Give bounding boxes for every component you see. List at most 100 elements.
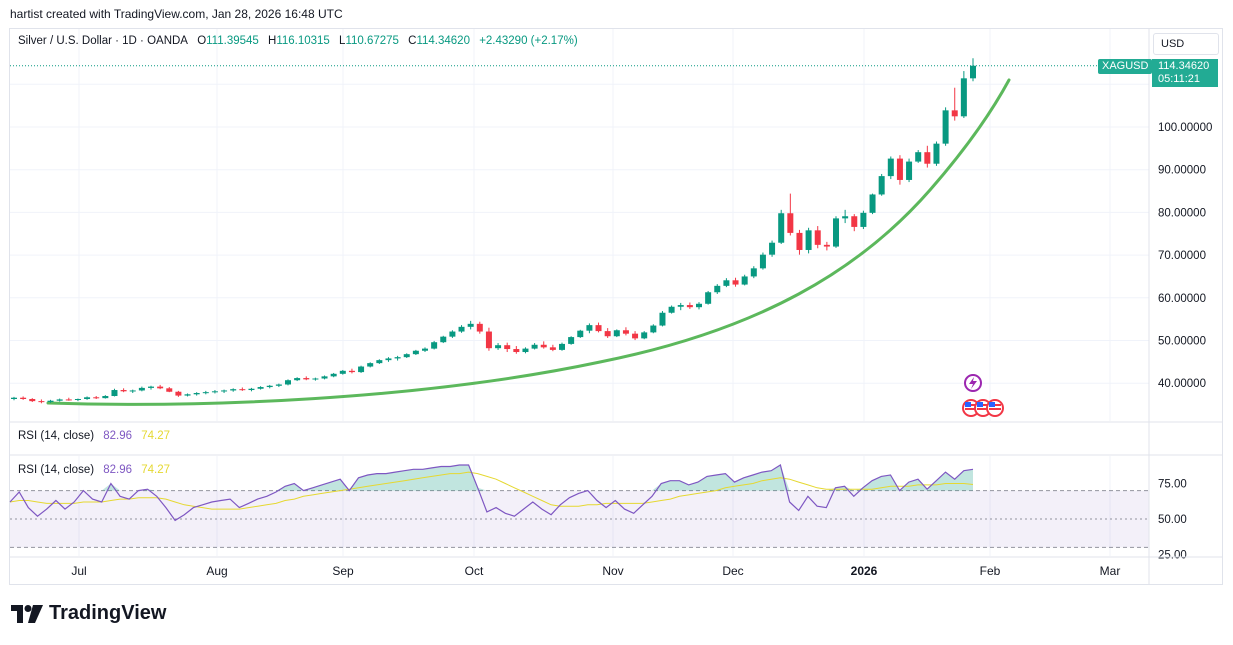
candle-body bbox=[376, 360, 383, 364]
candle-body bbox=[330, 373, 337, 377]
time-tick-label: 2026 bbox=[851, 564, 878, 578]
candle-body bbox=[677, 305, 684, 307]
candle-body bbox=[440, 336, 447, 343]
candle-body bbox=[851, 216, 858, 227]
candle-body bbox=[102, 396, 109, 399]
candle-body bbox=[275, 384, 282, 386]
rsi-legend-collapsed[interactable]: RSI (14, close) 82.96 74.27 bbox=[18, 430, 170, 442]
candle-body bbox=[833, 218, 839, 247]
price-tick-label: 60.00000 bbox=[1158, 293, 1206, 305]
candle-body bbox=[613, 330, 620, 337]
rsi-layer bbox=[9, 464, 1149, 548]
candle-body bbox=[495, 345, 502, 349]
rsi-tick-label: 50.00 bbox=[1158, 514, 1187, 526]
rsi-name: RSI (14, close) bbox=[18, 464, 95, 476]
candle-body bbox=[230, 389, 237, 391]
open-label: O bbox=[197, 35, 207, 47]
candle-body bbox=[522, 348, 529, 353]
candle-body bbox=[686, 305, 693, 308]
candle-body bbox=[257, 387, 264, 389]
candle-body bbox=[193, 393, 200, 395]
time-tick-label: Mar bbox=[1100, 564, 1121, 578]
candle-body bbox=[942, 110, 949, 144]
candle-body bbox=[906, 161, 913, 180]
candle-body bbox=[47, 400, 54, 402]
candle-body bbox=[513, 349, 520, 353]
candle-body bbox=[595, 325, 602, 332]
close-label: C bbox=[408, 35, 417, 47]
rsi-tick-label: 75.00 bbox=[1158, 479, 1187, 491]
currency-selector[interactable]: USD bbox=[1153, 33, 1219, 55]
candle-body bbox=[148, 386, 154, 388]
candle-body bbox=[138, 387, 145, 391]
candle-body bbox=[559, 343, 565, 350]
candle-body bbox=[74, 398, 81, 400]
candle-body bbox=[266, 385, 273, 388]
candle-body bbox=[705, 292, 712, 304]
candle-body bbox=[659, 312, 666, 326]
candle-body bbox=[367, 363, 374, 367]
price-tick-label: 80.00000 bbox=[1158, 207, 1206, 219]
candle-body bbox=[577, 330, 584, 338]
candle-body bbox=[84, 397, 91, 399]
price-tick-label: 100.00000 bbox=[1158, 122, 1212, 134]
bar-countdown: 05:11:21 bbox=[1158, 73, 1201, 85]
chart-frame[interactable] bbox=[9, 28, 1223, 585]
candle-body bbox=[869, 194, 876, 213]
candle-body bbox=[915, 152, 922, 162]
high-label: H bbox=[268, 35, 277, 47]
rsi-ma-value: 74.27 bbox=[141, 430, 171, 442]
time-tick-label: Oct bbox=[465, 564, 484, 578]
candle-body bbox=[933, 143, 940, 164]
candle-body bbox=[394, 357, 401, 359]
candle-body bbox=[303, 378, 310, 380]
candle-body bbox=[129, 390, 136, 392]
rsi-axis: 25.00 50.00 75.00 bbox=[1158, 479, 1187, 562]
rsi-value: 82.96 bbox=[103, 464, 133, 476]
symbol-title[interactable]: Silver / U.S. Dollar · 1D · OANDA bbox=[18, 35, 188, 47]
candle-body bbox=[750, 268, 757, 277]
candle-body bbox=[120, 390, 127, 392]
candle-body bbox=[211, 391, 218, 393]
candle-body bbox=[531, 344, 538, 349]
candle-body bbox=[93, 397, 100, 399]
ticker-tag: XAGUSD bbox=[1098, 59, 1153, 74]
rsi-ma-value: 74.27 bbox=[141, 464, 171, 476]
candles-layer bbox=[10, 58, 1149, 404]
candle-body bbox=[970, 65, 976, 79]
lightning-event-icon[interactable] bbox=[964, 374, 982, 392]
rsi-legend[interactable]: RSI (14, close) 82.96 74.27 bbox=[18, 464, 170, 476]
tradingview-logo[interactable]: TradingView bbox=[11, 602, 166, 625]
ohlc-legend: Silver / U.S. Dollar · 1D · OANDA O111.3… bbox=[18, 35, 584, 47]
candle-body bbox=[202, 392, 209, 394]
candle-body bbox=[696, 303, 702, 308]
candle-body bbox=[412, 350, 419, 355]
candle-body bbox=[485, 331, 492, 349]
candle-body bbox=[842, 216, 849, 219]
chart-credit: hartist created with TradingView.com, Ja… bbox=[10, 7, 343, 21]
high-value: 116.10315 bbox=[276, 35, 330, 47]
candle-body bbox=[467, 323, 474, 327]
candle-body bbox=[723, 280, 730, 286]
candle-body bbox=[878, 176, 885, 195]
candle-body bbox=[787, 213, 794, 233]
candle-body bbox=[184, 394, 191, 396]
candle-body bbox=[732, 280, 739, 285]
candle-body bbox=[796, 232, 803, 250]
last-price: 114.34620 bbox=[1158, 60, 1210, 72]
rsi-line bbox=[9, 464, 974, 522]
time-tick-label: Sep bbox=[332, 564, 354, 578]
candle-body bbox=[11, 397, 17, 399]
candle-body bbox=[321, 376, 328, 379]
candle-body bbox=[951, 110, 958, 117]
candle-body bbox=[431, 342, 438, 349]
candle-body bbox=[778, 213, 785, 243]
candle-body bbox=[20, 397, 27, 399]
candle-body bbox=[549, 347, 556, 350]
us-flag-event-icon[interactable] bbox=[986, 399, 1004, 417]
candle-body bbox=[65, 399, 72, 401]
pane-dividers bbox=[9, 29, 1222, 584]
candle-body bbox=[769, 242, 776, 255]
tradingview-logo-icon bbox=[11, 604, 43, 623]
